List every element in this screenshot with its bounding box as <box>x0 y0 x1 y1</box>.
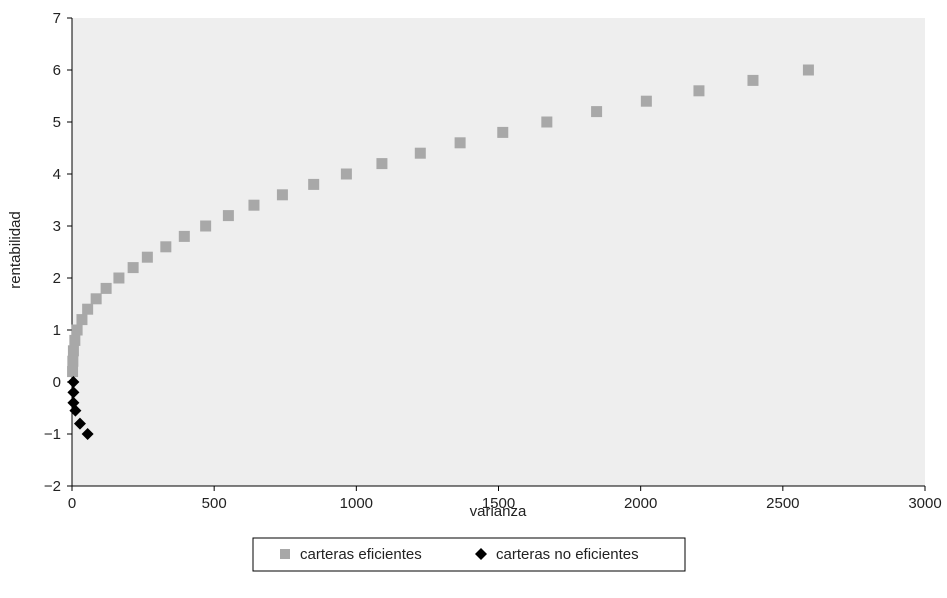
efficient-portfolio-point <box>178 230 190 242</box>
x-tick-label: 2500 <box>766 495 799 512</box>
efficient-portfolio-point <box>71 324 83 336</box>
x-axis-title: varianza <box>470 503 527 520</box>
efficient-portfolio-point <box>69 334 81 346</box>
x-tick-label: 1000 <box>340 495 373 512</box>
efficient-portfolio-point <box>541 116 553 128</box>
efficient-portfolio-point <box>802 64 814 76</box>
x-tick-label: 500 <box>202 495 227 512</box>
y-tick-label: 3 <box>53 218 61 235</box>
non-efficient-portfolio-point <box>67 386 80 399</box>
non-efficient-portfolio-point <box>81 428 94 440</box>
efficient-portfolio-point <box>160 241 172 253</box>
efficient-portfolio-point <box>308 178 320 190</box>
efficient-portfolio-point <box>454 137 466 149</box>
efficient-portfolio-point <box>82 303 94 315</box>
legend: carteras eficientes carteras no eficient… <box>252 537 686 572</box>
y-tick-label: 7 <box>53 10 61 27</box>
efficient-portfolio-point <box>497 126 509 138</box>
x-tick-label: 1500 <box>482 495 515 512</box>
legend-marker-carteras-eficientes <box>280 549 290 559</box>
legend-marker-carteras-no-eficientes <box>475 548 487 560</box>
efficient-portfolio-point <box>113 272 125 284</box>
efficient-portfolio-point <box>591 106 603 118</box>
efficient-portfolio-point <box>276 189 288 201</box>
efficient-portfolio-point <box>222 210 234 222</box>
y-tick-label: −2 <box>44 478 61 495</box>
x-tick-label: 2000 <box>624 495 657 512</box>
efficient-portfolio-point <box>640 95 652 107</box>
y-tick-label: 5 <box>53 114 61 131</box>
data-marks <box>67 64 814 440</box>
y-tick-label: 1 <box>53 322 61 339</box>
y-ticks: −2 −1 0 1 2 3 4 5 6 7 <box>44 10 72 495</box>
non-efficient-portfolio-point <box>69 404 82 417</box>
y-tick-label: −1 <box>44 426 61 443</box>
efficient-portfolio-point <box>141 251 153 263</box>
plot-area <box>72 18 925 486</box>
efficient-portfolio-point <box>414 147 426 159</box>
efficient-portfolio-point <box>76 314 88 326</box>
legend-label-carteras-eficientes: carteras eficientes <box>300 546 422 563</box>
efficient-portfolio-point <box>67 355 79 367</box>
efficient-portfolio-point <box>693 85 705 97</box>
y-tick-label: 0 <box>53 374 61 391</box>
efficient-portfolio-point <box>376 158 388 170</box>
y-tick-label: 6 <box>53 62 61 79</box>
non-efficient-portfolio-point <box>67 376 80 388</box>
efficient-portfolio-point <box>100 282 112 294</box>
efficient-portfolio-point <box>200 220 212 232</box>
y-axis-title: rentabilidad <box>7 211 24 289</box>
x-ticks: 0 500 1000 1500 2000 2500 3000 <box>68 486 942 512</box>
efficient-portfolio-point <box>67 366 79 378</box>
efficient-portfolio-point <box>340 168 352 180</box>
efficient-portfolio-point <box>67 345 79 357</box>
legend-label-carteras-no-eficientes: carteras no eficientes <box>496 546 639 563</box>
x-tick-label: 3000 <box>908 495 941 512</box>
efficient-portfolio-point <box>248 199 260 211</box>
non-efficient-portfolio-point <box>73 417 86 430</box>
legend-box <box>252 537 686 572</box>
efficient-portfolio-point <box>127 262 139 274</box>
efficient-portfolio-point <box>747 74 759 86</box>
efficient-portfolio-point <box>90 293 102 305</box>
x-tick-label: 0 <box>68 495 76 512</box>
y-tick-label: 4 <box>53 166 61 183</box>
y-tick-label: 2 <box>53 270 61 287</box>
